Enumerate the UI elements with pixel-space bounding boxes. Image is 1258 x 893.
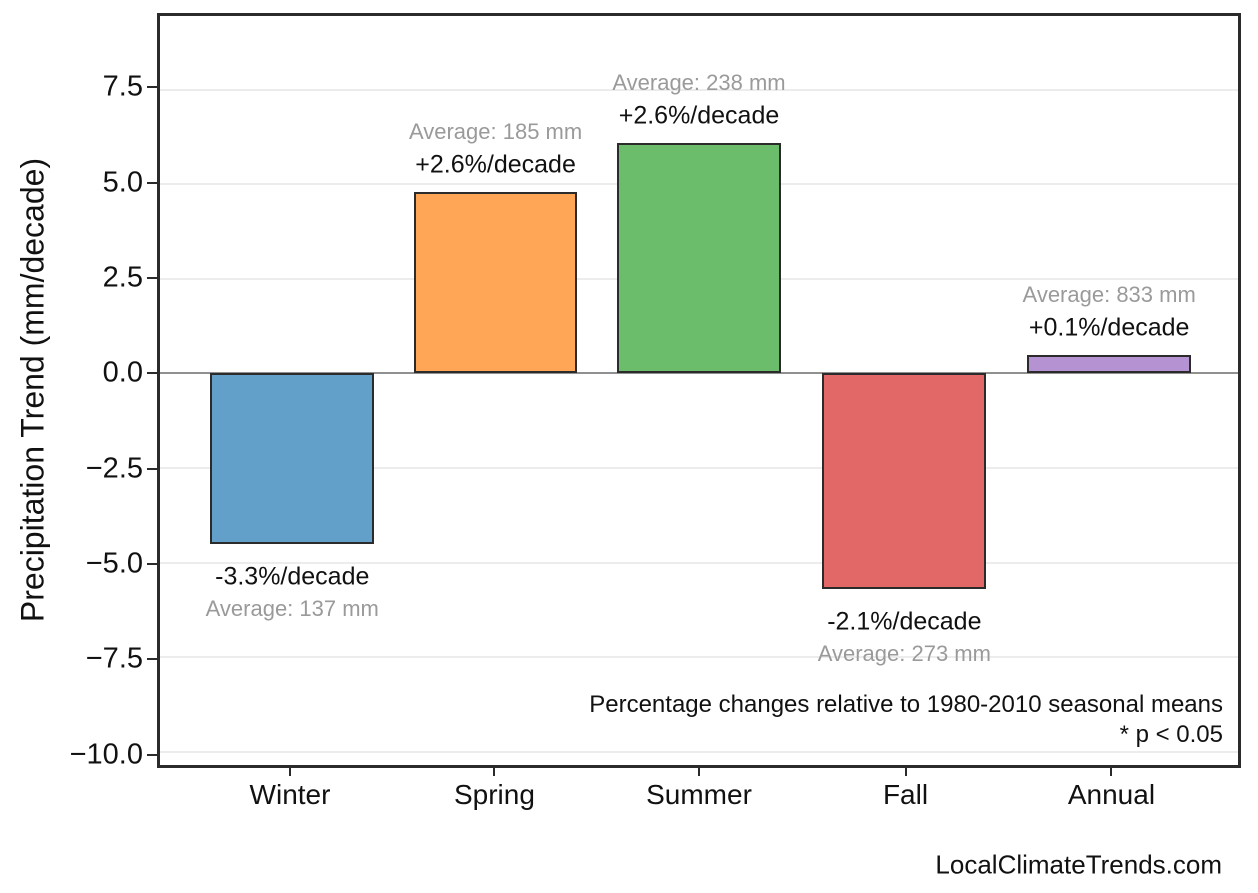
x-tick-label-annual: Annual [1067, 779, 1156, 810]
x-tick-mark-summer [698, 768, 700, 776]
footnote-relative-means: Percentage changes relative to 1980-2010… [589, 691, 1223, 718]
y-tick-label-7.5: 7.5 [102, 70, 143, 103]
x-tick-mark-spring [493, 768, 496, 776]
x-tick-label-fall: Fall [882, 779, 929, 810]
y-tick-label-2.5: 2.5 [102, 261, 143, 294]
bar-spring [413, 191, 578, 374]
bar-winter [210, 373, 375, 544]
x-tick-label-spring: Spring [453, 779, 535, 810]
y-tick-mark-−5.0 [147, 562, 157, 565]
y-tick-mark-−10.0 [147, 753, 157, 756]
gridline-−5.0 [160, 561, 1238, 564]
avg-label-fall: Average: 273 mm [817, 641, 991, 667]
avg-label-winter: Average: 137 mm [205, 595, 379, 621]
y-tick-mark-2.5 [147, 277, 157, 279]
y-tick-mark-7.5 [147, 86, 157, 89]
watermark: LocalClimateTrends.com [935, 849, 1222, 880]
bar-summer [617, 142, 781, 374]
avg-label-summer: Average: 238 mm [612, 69, 786, 95]
footnotes: Percentage changes relative to 1980-2010… [589, 690, 1223, 750]
x-tick-label-winter: Winter [249, 779, 331, 810]
zero-line [160, 372, 1238, 375]
y-tick-label-−2.5: −2.5 [85, 452, 143, 485]
x-tick-mark-winter [289, 768, 291, 776]
y-tick-label-−5.0: −5.0 [85, 547, 143, 580]
x-tick-label-summer: Summer [646, 779, 752, 810]
pct-label-spring: +2.6%/decade [415, 150, 576, 179]
avg-label-spring: Average: 185 mm [408, 118, 583, 144]
x-tick-mark-annual [1110, 768, 1113, 776]
bar-annual [1027, 354, 1192, 374]
pct-label-summer: +2.6%/decade [618, 101, 780, 130]
y-tick-label-0.0: 0.0 [102, 356, 143, 389]
x-tick-mark-fall [904, 768, 907, 776]
bar-fall [822, 373, 987, 590]
gridline-−7.5 [160, 656, 1238, 659]
y-tick-mark-−2.5 [147, 467, 157, 470]
y-tick-label-−7.5: −7.5 [85, 642, 143, 675]
y-tick-mark-−7.5 [147, 658, 157, 661]
y-tick-mark-0.0 [147, 372, 157, 375]
pct-label-annual: +0.1%/decade [1028, 313, 1190, 342]
footnote-significance: * p < 0.05 [1119, 721, 1223, 748]
y-tick-label-−10.0: −10.0 [69, 738, 143, 771]
y-tick-label-5.0: 5.0 [102, 166, 143, 199]
gridline-7.5 [160, 88, 1238, 91]
pct-label-fall: -2.1%/decade [827, 607, 982, 636]
avg-label-annual: Average: 833 mm [1022, 281, 1196, 307]
y-tick-mark-5.0 [147, 181, 157, 184]
gridline-−2.5 [160, 467, 1238, 470]
pct-label-winter: -3.3%/decade [215, 562, 370, 591]
plot-area: Percentage changes relative to 1980-2010… [157, 13, 1241, 768]
gridline-−10.0 [160, 750, 1238, 753]
